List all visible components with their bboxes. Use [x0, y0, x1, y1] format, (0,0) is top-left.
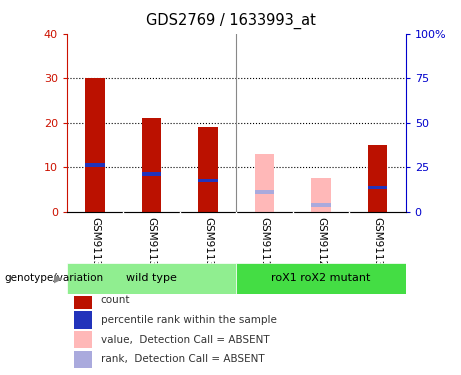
- Bar: [367, 186, 387, 189]
- Text: GSM91135: GSM91135: [147, 217, 157, 274]
- Bar: [74, 311, 92, 328]
- Text: percentile rank within the sample: percentile rank within the sample: [100, 315, 277, 325]
- Bar: [198, 179, 218, 183]
- Bar: [142, 172, 161, 176]
- Bar: [85, 164, 105, 167]
- Text: count: count: [100, 295, 130, 305]
- Bar: [254, 190, 274, 194]
- Text: roX1 roX2 mutant: roX1 roX2 mutant: [271, 273, 371, 284]
- Bar: [254, 154, 274, 212]
- Bar: [367, 145, 387, 212]
- Text: GSM91131: GSM91131: [372, 217, 383, 274]
- Text: genotype/variation: genotype/variation: [5, 273, 104, 284]
- Text: GSM91133: GSM91133: [90, 217, 100, 274]
- Bar: [311, 178, 331, 212]
- Bar: [236, 262, 406, 294]
- Text: GDS2769 / 1633993_at: GDS2769 / 1633993_at: [146, 13, 315, 29]
- Bar: [85, 78, 105, 212]
- Text: GSM91119: GSM91119: [260, 217, 270, 274]
- Bar: [74, 351, 92, 368]
- Bar: [142, 118, 161, 212]
- Bar: [311, 203, 331, 207]
- Text: rank,  Detection Call = ABSENT: rank, Detection Call = ABSENT: [100, 354, 264, 364]
- Bar: [74, 291, 92, 309]
- Bar: [198, 127, 218, 212]
- Bar: [67, 262, 236, 294]
- Text: value,  Detection Call = ABSENT: value, Detection Call = ABSENT: [100, 334, 269, 345]
- Text: ▶: ▶: [54, 273, 62, 284]
- Text: GSM91138: GSM91138: [203, 217, 213, 274]
- Text: GSM91121: GSM91121: [316, 217, 326, 274]
- Text: wild type: wild type: [126, 273, 177, 284]
- Bar: [74, 331, 92, 348]
